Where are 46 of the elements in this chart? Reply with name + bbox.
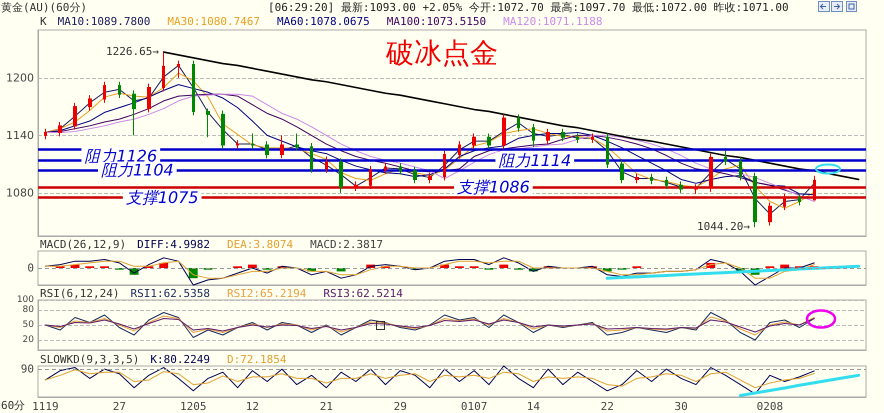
x-tick-label: 14 xyxy=(526,400,540,413)
text: MA10:1089.7800 xyxy=(58,15,150,28)
x-tick-label: 12 xyxy=(246,400,260,413)
y-tick-label: 1080 xyxy=(6,186,34,200)
ref-line-label: 0 xyxy=(27,262,34,274)
ref-line-label: 支撑1075 xyxy=(126,188,199,208)
y-tick-label: 80 xyxy=(22,305,34,315)
ref-line-label: 支撑1086 xyxy=(457,178,530,197)
text: 60分 xyxy=(1,399,26,412)
text: RSI3:62.5214 xyxy=(323,287,404,300)
series-label: K:80.2249 xyxy=(150,353,210,366)
y-tick-label: 20 xyxy=(22,335,34,345)
series-label: DEA:3.8074 xyxy=(226,238,294,251)
x-tick-label: 0208 xyxy=(756,400,784,413)
series-label: DIFF:4.9982 xyxy=(137,238,210,251)
legend-title: RSI(6,12,24) xyxy=(40,287,120,300)
chart-title: 破冰点金 xyxy=(385,36,498,70)
series-label: D:72.1854 xyxy=(226,353,287,366)
legend-title: MACD(26,12,9) xyxy=(40,238,126,251)
x-tick-label: 21 xyxy=(320,400,333,413)
x-tick-label: 0107 xyxy=(460,400,488,413)
chart-subtitle: [06:29:20] 最新:1093.00 +2.05% 今开:1072.70 最高:1097.70 最低:1072.00 昨收:1071.00 xyxy=(268,1,789,14)
y-tick-label: 50 xyxy=(22,320,34,330)
text: RSI2:65.2194 xyxy=(226,287,307,300)
y-tick-label: 1200 xyxy=(6,71,34,84)
legend-title: SLOWKD(9,3,3,5) xyxy=(40,353,140,366)
x-tick-label: 1119 xyxy=(32,400,59,413)
series-label: RSI1:62.5358 xyxy=(130,287,210,300)
series-label: MACD:2.3817 xyxy=(310,238,384,251)
ref-line-label: 90 xyxy=(20,362,34,376)
x-tick-label: 1205 xyxy=(180,400,206,413)
text: MA100:1073.5150 xyxy=(386,15,486,28)
legend-title: K xyxy=(40,15,47,28)
text: MA120:1071.1188 xyxy=(503,15,602,28)
ref-line-label: 阻力1114 xyxy=(498,150,572,170)
annotation: 1044.20→ xyxy=(697,220,750,233)
text: MA30:1080.7467 xyxy=(167,15,260,28)
y-tick-label: 1140 xyxy=(6,128,34,142)
x-tick-label: 27 xyxy=(112,400,126,413)
x-tick-label: 30 xyxy=(674,400,688,413)
x-tick-label: 29 xyxy=(394,400,407,413)
x-tick-label: 22 xyxy=(600,400,614,413)
annotation: 1226.65→ xyxy=(106,45,160,58)
text: MA60:1078.0675 xyxy=(277,15,370,28)
text: 黄金(AU)(60分) xyxy=(1,1,87,14)
y-tick-label: 100 xyxy=(16,295,34,305)
